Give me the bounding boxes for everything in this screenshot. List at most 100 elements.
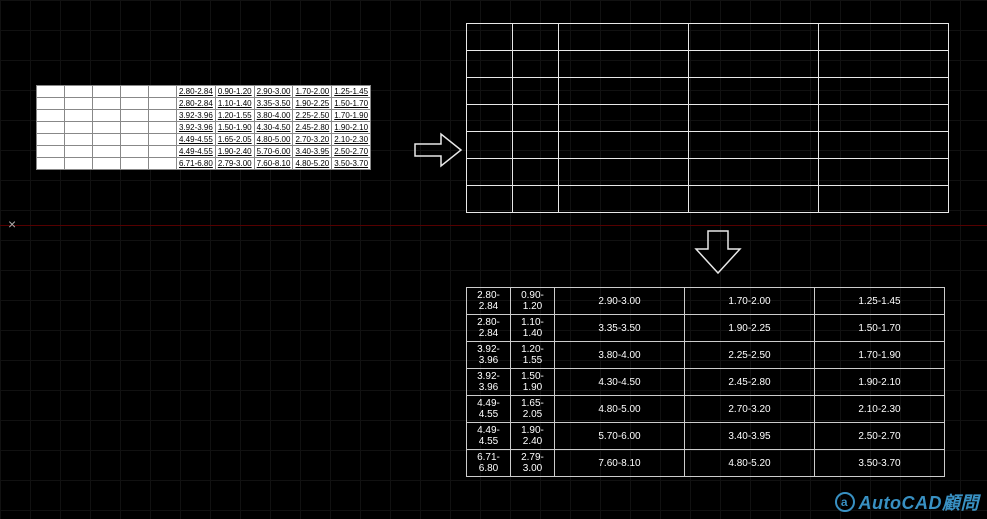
data-cell: 1.70-2.00 [293,86,332,98]
empty-cell [513,159,559,186]
empty-cell [819,105,949,132]
empty-cell [65,98,93,110]
data-cell: 1.50-1.70 [332,98,371,110]
data-cell: 1.90-2.10 [332,122,371,134]
empty-cell [819,132,949,159]
data-cell: 1.90-2.25 [685,315,815,342]
empty-cell [467,51,513,78]
empty-cell [689,159,819,186]
empty-cell [819,159,949,186]
table-row: 2.80-2.841.10-1.403.35-3.501.90-2.251.50… [467,315,945,342]
empty-cell [121,122,149,134]
data-cell: 3.50-3.70 [332,158,371,170]
empty-cell [149,110,177,122]
empty-cell [513,186,559,213]
data-cell: 1.10-1.40 [511,315,555,342]
data-cell: 4.80-5.20 [685,450,815,477]
data-cell: 2.45-2.80 [685,369,815,396]
empty-cell [65,110,93,122]
table-row: 3.92-3.961.20-1.553.80-4.002.25-2.501.70… [467,342,945,369]
table-row: 3.92-3.961.50-1.904.30-4.502.45-2.801.90… [467,369,945,396]
data-cell: 1.10-1.40 [215,98,254,110]
empty-cell [121,110,149,122]
data-cell: 1.65-2.05 [215,134,254,146]
data-cell: 2.25-2.50 [293,110,332,122]
empty-cell [93,86,121,98]
data-cell: 2.70-3.20 [685,396,815,423]
data-cell: 1.20-1.55 [215,110,254,122]
data-cell: 4.49-4.55 [177,146,216,158]
table-row [467,78,949,105]
data-cell: 1.70-1.90 [332,110,371,122]
table-row: 4.49-4.551.90-2.405.70-6.003.40-3.952.50… [467,423,945,450]
table-row: 4.49-4.551.90-2.405.70-6.003.40-3.952.50… [37,146,371,158]
empty-cell [689,78,819,105]
source-data-table: 2.80-2.840.90-1.202.90-3.001.70-2.001.25… [36,85,371,170]
table-row: 3.92-3.961.50-1.904.30-4.502.45-2.801.90… [37,122,371,134]
empty-cell [65,122,93,134]
data-cell: 1.25-1.45 [332,86,371,98]
data-cell: 4.30-4.50 [254,122,293,134]
empty-cell [65,158,93,170]
data-cell: 7.60-8.10 [555,450,685,477]
empty-cell [121,146,149,158]
data-cell: 4.30-4.50 [555,369,685,396]
empty-cell [513,132,559,159]
empty-cell [93,98,121,110]
empty-cell [689,132,819,159]
data-cell: 3.92-3.96 [177,122,216,134]
data-cell: 4.49-4.55 [177,134,216,146]
data-cell: 3.80-4.00 [254,110,293,122]
data-cell: 1.20-1.55 [511,342,555,369]
empty-cell [149,86,177,98]
empty-cell [559,51,689,78]
data-cell: 1.50-1.90 [215,122,254,134]
x-marker-icon: × [8,216,16,232]
table-row [467,51,949,78]
result-cad-table: 2.80-2.840.90-1.202.90-3.001.70-2.001.25… [466,287,945,477]
empty-cell [37,98,65,110]
empty-cell [149,98,177,110]
table-row [467,186,949,213]
data-cell: 3.40-3.95 [293,146,332,158]
empty-cell [513,51,559,78]
data-cell: 3.50-3.70 [815,450,945,477]
empty-cell [37,158,65,170]
data-cell: 2.79-3.00 [215,158,254,170]
empty-cell [819,51,949,78]
empty-cell [37,86,65,98]
data-cell: 0.90-1.20 [511,288,555,315]
empty-cell [65,86,93,98]
data-cell: 1.90-2.40 [511,423,555,450]
data-cell: 2.10-2.30 [332,134,371,146]
empty-cell [149,134,177,146]
table-row: 4.49-4.551.65-2.054.80-5.002.70-3.202.10… [467,396,945,423]
data-cell: 7.60-8.10 [254,158,293,170]
empty-target-grid [466,23,949,213]
data-cell: 1.90-2.40 [215,146,254,158]
empty-cell [93,146,121,158]
empty-cell [467,78,513,105]
empty-cell [467,132,513,159]
empty-cell [559,105,689,132]
data-cell: 1.90-2.25 [293,98,332,110]
empty-cell [819,78,949,105]
empty-cell [689,24,819,51]
data-cell: 1.65-2.05 [511,396,555,423]
data-cell: 4.80-5.20 [293,158,332,170]
data-cell: 3.35-3.50 [555,315,685,342]
empty-cell [467,186,513,213]
empty-cell [559,132,689,159]
empty-cell [121,98,149,110]
data-cell: 0.90-1.20 [215,86,254,98]
data-cell: 2.79-3.00 [511,450,555,477]
table-row: 6.71-6.802.79-3.007.60-8.104.80-5.203.50… [467,450,945,477]
data-cell: 3.92-3.96 [467,342,511,369]
empty-cell [513,78,559,105]
data-cell: 3.40-3.95 [685,423,815,450]
data-cell: 1.90-2.10 [815,369,945,396]
empty-cell [149,146,177,158]
watermark-logo: a AutoCAD顧問 [835,489,979,515]
table-row [467,159,949,186]
table-row: 2.80-2.840.90-1.202.90-3.001.70-2.001.25… [467,288,945,315]
